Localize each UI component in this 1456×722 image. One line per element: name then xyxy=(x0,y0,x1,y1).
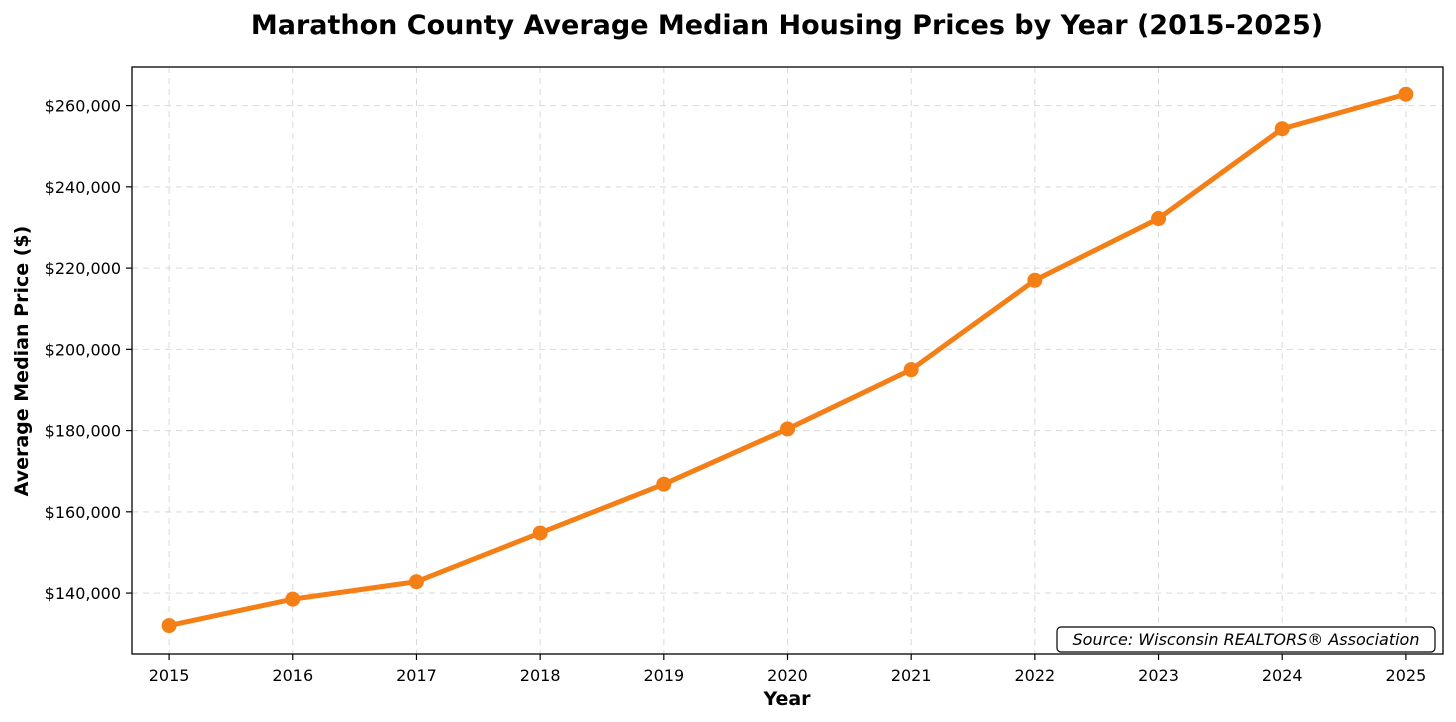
y-tick-label: $260,000 xyxy=(45,97,121,116)
x-tick-label: 2019 xyxy=(643,666,684,685)
x-tick-label: 2025 xyxy=(1386,666,1427,685)
x-tick-label: 2021 xyxy=(891,666,932,685)
x-tick-label: 2024 xyxy=(1262,666,1303,685)
x-tick-label: 2015 xyxy=(149,666,190,685)
x-tick-label: 2018 xyxy=(520,666,561,685)
axis-ticks: 2015 2016 2017 2018 2019 2020 2021 2022 2023 2024… xyxy=(45,97,1427,685)
y-tick-label: $160,000 xyxy=(45,503,121,522)
x-tick-label: 2016 xyxy=(272,666,313,685)
y-tick-label: $200,000 xyxy=(45,340,121,359)
y-tick-label: $220,000 xyxy=(45,259,121,278)
data-point xyxy=(161,618,177,634)
data-point xyxy=(1398,86,1414,102)
data-point xyxy=(532,525,548,541)
y-tick-label: $240,000 xyxy=(45,178,121,197)
data-point xyxy=(780,421,795,437)
data-point xyxy=(903,362,919,378)
plot-area xyxy=(161,86,1414,634)
x-tick-label: 2020 xyxy=(767,666,808,685)
grid-lines xyxy=(132,67,1443,654)
y-tick-label: $140,000 xyxy=(45,584,121,603)
x-axis-label: Year xyxy=(762,688,811,710)
y-axis-label: Average Median Price ($) xyxy=(11,226,33,497)
source-annotation: Source: Wisconsin REALTORS® Association xyxy=(1073,630,1420,649)
data-point xyxy=(1151,211,1167,227)
data-point xyxy=(1274,121,1290,137)
data-point xyxy=(408,574,424,590)
source-box: Source: Wisconsin REALTORS® Association xyxy=(1056,626,1436,653)
x-tick-label: 2023 xyxy=(1138,666,1179,685)
data-point xyxy=(656,476,672,492)
data-point xyxy=(285,591,301,607)
x-tick-label: 2017 xyxy=(396,666,437,685)
y-tick-label: $180,000 xyxy=(45,422,121,441)
data-point xyxy=(1027,272,1043,288)
x-tick-label: 2022 xyxy=(1014,666,1055,685)
chart-title: Marathon County Average Median Housing P… xyxy=(251,10,1323,41)
